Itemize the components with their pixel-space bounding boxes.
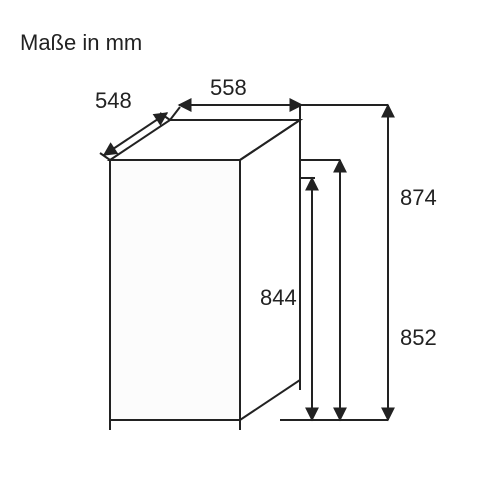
dim-height-874: 874 — [388, 105, 437, 420]
svg-text:874: 874 — [400, 185, 437, 210]
front-panel — [110, 160, 240, 420]
svg-text:558: 558 — [210, 75, 247, 100]
dim-depth-548: 548 — [95, 88, 170, 160]
svg-text:548: 548 — [95, 88, 132, 113]
dim-height-844: 844 — [260, 178, 315, 420]
dimension-drawing: 548 558 874 852 844 — [0, 0, 500, 500]
svg-text:844: 844 — [260, 285, 297, 310]
dim-width-558: 558 — [170, 75, 302, 120]
svg-text:852: 852 — [400, 325, 437, 350]
appliance-box — [110, 120, 300, 430]
